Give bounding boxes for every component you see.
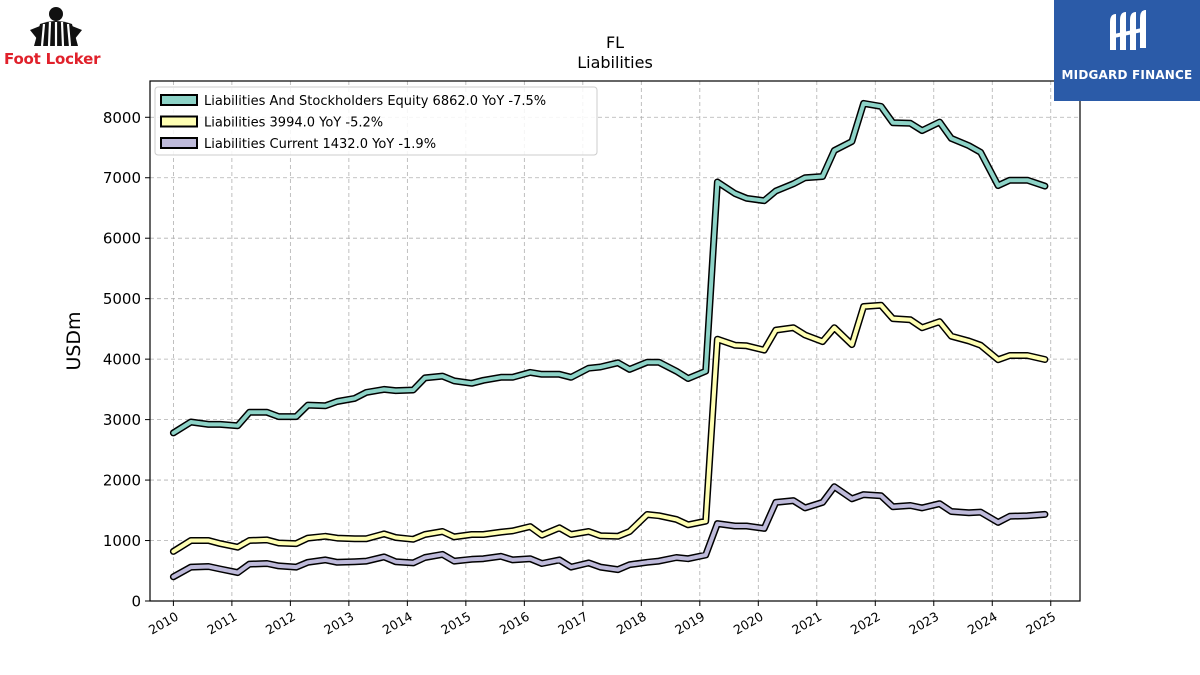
y-tick-label: 5000	[103, 290, 141, 308]
x-tick-label: 2024	[965, 609, 1000, 638]
x-tick-label: 2014	[380, 609, 415, 638]
series-line-2	[171, 303, 1047, 554]
x-tick-label: 2016	[497, 609, 532, 638]
y-axis-label: USDm	[63, 311, 85, 370]
midgard-finance-wordmark: MIDGARD FINANCE	[1061, 68, 1193, 82]
series-lines	[169, 99, 1049, 581]
series-line-3	[171, 484, 1047, 579]
legend-label-1: Liabilities And Stockholders Equity 6862…	[204, 94, 546, 109]
midgard-finance-logo: MIDGARD FINANCE	[1054, 0, 1200, 101]
legend-swatch-1	[160, 94, 198, 106]
x-tick-label: 2010	[146, 609, 181, 638]
referee-mascot-icon	[30, 7, 82, 47]
legend-label-3: Liabilities Current 1432.0 YoY -1.9%	[204, 137, 436, 152]
plot-frame	[149, 80, 1081, 602]
chart-subtitle: Liabilities	[577, 53, 653, 72]
y-tick-label: 6000	[103, 230, 141, 248]
x-tick-label: 2021	[789, 609, 824, 638]
y-tick-label: 4000	[103, 351, 141, 369]
legend-swatch-3	[160, 137, 198, 149]
x-tick-label: 2018	[614, 609, 649, 638]
x-tick-label: 2017	[555, 609, 590, 638]
y-tick-label: 2000	[103, 472, 141, 490]
chart-title: FL	[606, 33, 624, 52]
grid	[150, 81, 1080, 602]
y-tick-label: 7000	[103, 169, 141, 187]
y-tick-label: 8000	[103, 109, 141, 127]
x-tick-label: 2019	[672, 609, 707, 638]
legend-label-2: Liabilities 3994.0 YoY -5.2%	[204, 116, 383, 131]
x-tick-label: 2015	[438, 609, 473, 638]
x-tick-label: 2011	[204, 609, 239, 638]
series-line-outline-2	[169, 301, 1049, 555]
y-tick-label: 1000	[103, 532, 141, 550]
legend-swatch-2	[160, 115, 198, 128]
x-tick-label: 2023	[906, 609, 941, 638]
x-tick-label: 2025	[1023, 609, 1058, 638]
legend: Liabilities And Stockholders Equity 6862…	[154, 86, 598, 156]
legend-frame	[154, 86, 598, 156]
y-tick-label: 3000	[103, 411, 141, 429]
x-tick-label: 2020	[731, 609, 766, 638]
x-tick-label: 2022	[848, 609, 883, 638]
y-tick-label: 0	[131, 593, 141, 611]
foot-locker-wordmark: Foot Locker	[4, 50, 101, 68]
foot-locker-logo: Foot Locker	[0, 0, 115, 75]
x-tick-label: 2012	[263, 609, 298, 638]
midgard-emblem-icon	[1110, 10, 1146, 50]
series-line-1	[171, 101, 1047, 435]
x-tick-label: 2013	[321, 609, 356, 638]
